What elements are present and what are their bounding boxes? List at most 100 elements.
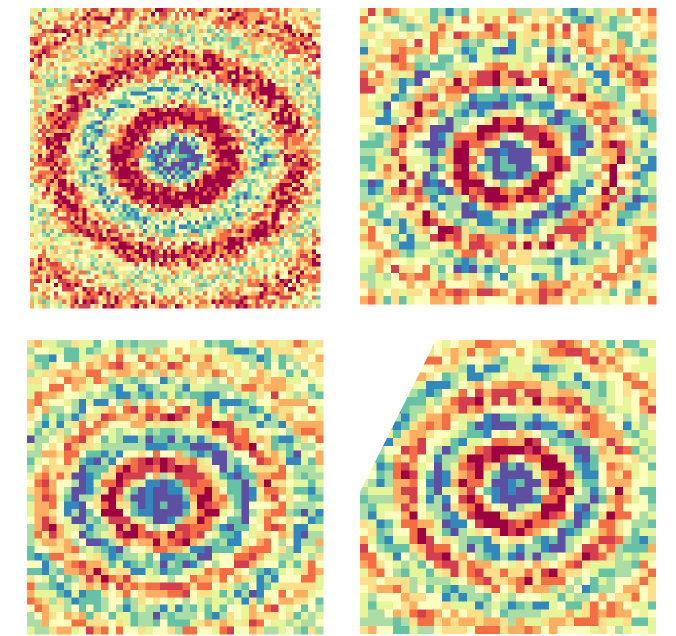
pixel	[219, 225, 224, 230]
pixel	[268, 212, 273, 217]
pixel	[78, 50, 83, 55]
pixel	[280, 75, 285, 80]
pixel	[292, 79, 297, 84]
pixel	[199, 129, 204, 134]
pixel	[111, 233, 116, 238]
pixel	[227, 21, 232, 26]
pixel	[66, 41, 71, 46]
pixel	[211, 200, 216, 205]
pixel	[308, 108, 313, 113]
pixel	[199, 33, 204, 38]
pixel	[34, 25, 39, 30]
pixel	[296, 271, 301, 276]
pixel	[90, 112, 95, 117]
pixel	[256, 33, 261, 38]
pixel	[147, 29, 152, 34]
pixel	[272, 29, 277, 34]
pixel	[171, 96, 176, 101]
pixel	[155, 141, 160, 146]
pixel	[58, 150, 63, 155]
pixel	[207, 66, 212, 71]
pixel	[300, 158, 305, 163]
pixel	[86, 104, 91, 109]
pixel	[175, 216, 180, 221]
pixel	[312, 291, 317, 296]
pixel	[38, 12, 43, 17]
pixel	[260, 171, 265, 176]
pixel	[54, 158, 59, 163]
pixel	[30, 41, 35, 46]
pixel	[219, 41, 224, 46]
pixel	[143, 46, 148, 51]
pixel	[58, 229, 63, 234]
pixel	[42, 287, 47, 292]
pixel	[296, 87, 301, 92]
pixel	[179, 266, 184, 271]
pixel	[179, 271, 184, 276]
pixel	[46, 262, 51, 267]
pixel	[296, 50, 301, 55]
pixel	[211, 12, 216, 17]
pixel	[296, 100, 301, 105]
pixel	[179, 262, 184, 267]
pixel	[300, 146, 305, 151]
pixel	[38, 129, 43, 134]
pixel	[171, 166, 176, 171]
pixel	[292, 154, 297, 159]
pixel	[179, 79, 184, 84]
pixel	[215, 175, 220, 180]
pixel	[62, 100, 67, 105]
pixel	[276, 91, 281, 96]
pixel	[54, 246, 59, 251]
pixel	[107, 116, 112, 121]
pixel	[42, 233, 47, 238]
pixel	[163, 254, 168, 259]
pixel	[34, 179, 39, 184]
pixel	[223, 162, 228, 167]
pixel	[131, 46, 136, 51]
pixel	[195, 196, 200, 201]
pixel	[159, 162, 164, 167]
pixel	[74, 79, 79, 84]
pixel	[54, 154, 59, 159]
pixel	[243, 216, 248, 221]
pixel	[139, 150, 144, 155]
pixel	[175, 187, 180, 192]
pixel	[199, 37, 204, 42]
pixel	[147, 271, 152, 276]
pixel	[215, 100, 220, 105]
pixel	[231, 266, 236, 271]
pixel	[70, 266, 75, 271]
pixel	[223, 133, 228, 138]
pixel	[62, 171, 67, 176]
pixel	[199, 183, 204, 188]
pixel	[42, 33, 47, 38]
pixel	[143, 200, 148, 205]
pixel	[98, 96, 103, 101]
pixel	[70, 12, 75, 17]
pixel	[243, 91, 248, 96]
pixel	[147, 191, 152, 196]
pixel	[58, 225, 63, 230]
pixel	[252, 46, 257, 51]
pixel	[183, 279, 188, 284]
pixel	[131, 237, 136, 242]
pixel	[203, 146, 208, 151]
pixel	[66, 108, 71, 113]
pixel	[296, 41, 301, 46]
pixel	[74, 262, 79, 267]
pixel	[90, 100, 95, 105]
pixel	[171, 66, 176, 71]
pixel	[272, 21, 277, 26]
pixel	[260, 108, 265, 113]
pixel	[62, 150, 67, 155]
pixel	[187, 266, 192, 271]
pixel	[300, 179, 305, 184]
pixel	[103, 246, 108, 251]
pixel	[211, 162, 216, 167]
pixel	[62, 229, 67, 234]
pixel	[191, 246, 196, 251]
pixel	[260, 133, 265, 138]
pixel	[159, 237, 164, 242]
pixel	[54, 33, 59, 38]
